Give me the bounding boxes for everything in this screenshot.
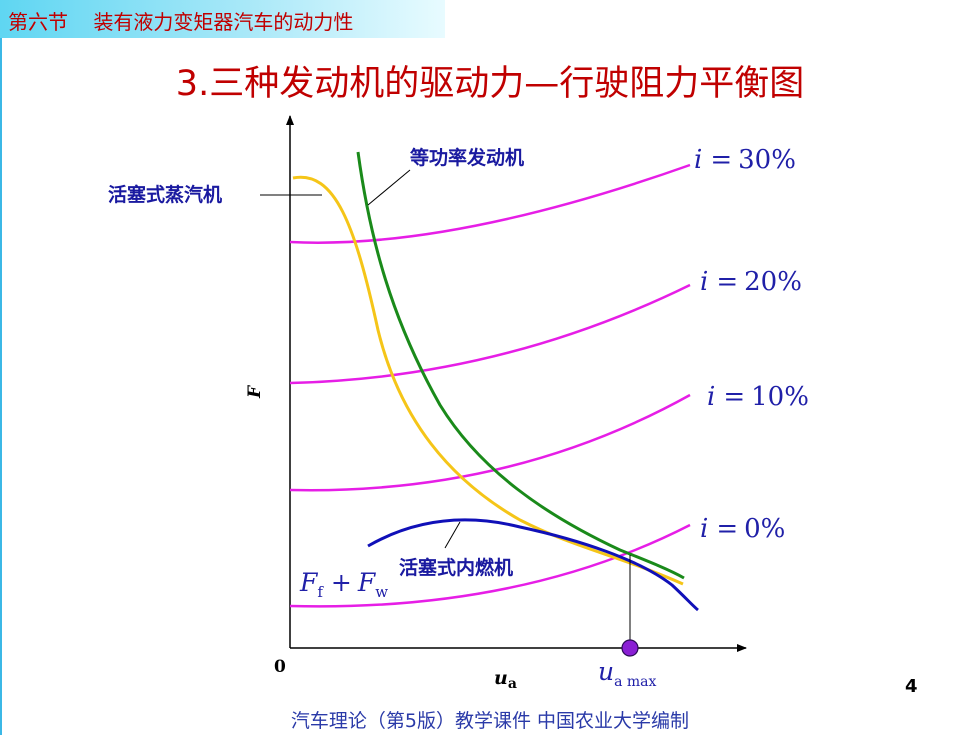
grade-label-0: i = 0% bbox=[700, 514, 785, 544]
u-amax-label: ua max bbox=[598, 657, 657, 690]
resistance-curve-30 bbox=[289, 163, 691, 244]
page-number: 4 bbox=[905, 676, 918, 697]
grade-label-10: i = 10% bbox=[707, 382, 809, 412]
resistance-label: Ff + Fw bbox=[299, 568, 388, 601]
grade-label-30: i = 30% bbox=[694, 145, 796, 175]
resistance-curve-0 bbox=[289, 523, 691, 608]
grade-label-20: i = 20% bbox=[700, 267, 802, 297]
origin-label: 0 bbox=[274, 657, 286, 677]
steam-engine-label: 活塞式蒸汽机 bbox=[108, 183, 222, 206]
ice-leader-line bbox=[444, 521, 461, 549]
section-header-text: 第六节 装有液力变矩器汽车的动力性 bbox=[8, 6, 353, 35]
resistance-curve-20 bbox=[289, 283, 691, 385]
resistance-curve-10 bbox=[289, 393, 691, 492]
x-axis-label: ua bbox=[494, 667, 517, 692]
slide-title: 3.三种发动机的驱动力—行驶阻力平衡图 bbox=[175, 64, 805, 104]
steam-engine-curve bbox=[292, 175, 684, 586]
ice-engine-curve bbox=[367, 518, 699, 612]
ice-engine-label: 活塞式内燃机 bbox=[399, 556, 513, 579]
section-header-tab: 第六节 装有液力变矩器汽车的动力性 bbox=[0, 0, 445, 38]
section-topic: 装有液力变矩器汽车的动力性 bbox=[93, 10, 354, 34]
u-amax-point bbox=[621, 639, 639, 657]
constant-power-label: 等功率发动机 bbox=[409, 146, 524, 169]
constant-power-curve bbox=[356, 151, 685, 580]
y-axis-label: F bbox=[245, 384, 265, 399]
constant-power-leader-line bbox=[367, 169, 411, 206]
left-accent-rule bbox=[0, 38, 2, 735]
section-number: 第六节 bbox=[8, 10, 68, 34]
footer-text: 汽车理论（第5版）教学课件 中国农业大学编制 bbox=[290, 710, 690, 732]
